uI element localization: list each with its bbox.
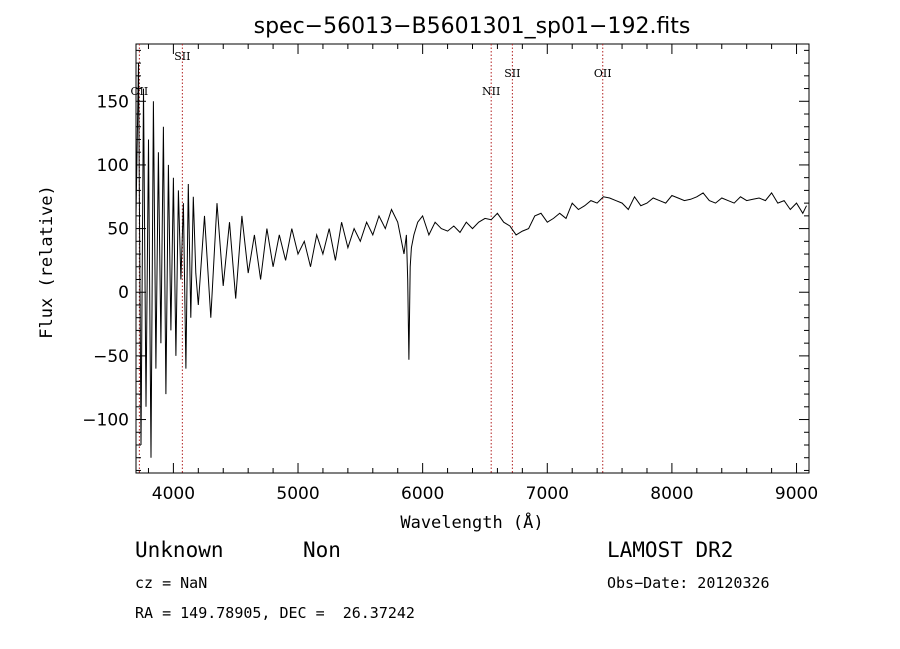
- x-axis-label: Wavelength (Å): [400, 511, 543, 533]
- axes: 4000 5000 6000 7000 8000 9000 −100 −50 0 50 100 150: [82, 44, 818, 504]
- emission-line-label: SII: [504, 67, 520, 80]
- y-axis-label: Flux (relative): [37, 185, 57, 339]
- plot-border: [135, 43, 810, 474]
- emission-line-label: OII: [131, 85, 149, 98]
- obs-date-text: Obs−Date: 20120326: [607, 574, 770, 592]
- x-tick-label: 9000: [775, 484, 818, 504]
- y-tick-label: 150: [97, 92, 129, 112]
- chart-title: spec−56013−B5601301_sp01−192.fits: [254, 14, 691, 39]
- object-class: Unknown: [135, 538, 224, 562]
- y-tick-label: 50: [107, 220, 129, 240]
- plot-frame: [135, 43, 810, 474]
- survey-label: LAMOST DR2: [607, 538, 734, 562]
- spectrum-series: [135, 63, 807, 458]
- x-tick-label: 6000: [401, 484, 444, 504]
- y-tick-label: −100: [82, 411, 129, 431]
- emission-line-label: OII: [594, 67, 612, 80]
- spectrum-line: [135, 63, 807, 458]
- x-tick-label: 8000: [650, 484, 693, 504]
- y-tick-label: −50: [93, 347, 129, 367]
- emission-line-markers: OII SII NII SII OII: [131, 44, 612, 473]
- object-subclass: Non: [303, 538, 341, 562]
- x-tick-label: 4000: [152, 484, 195, 504]
- redshift-text: cz = NaN: [135, 574, 208, 592]
- emission-line-label: NII: [482, 85, 500, 98]
- x-tick-label: 5000: [276, 484, 319, 504]
- y-tick-label: 100: [97, 156, 129, 176]
- emission-line-label: SII: [174, 50, 190, 63]
- x-tick-label: 7000: [526, 484, 569, 504]
- coordinates-text: RA = 149.78905, DEC = 26.37242: [135, 604, 415, 622]
- y-tick-label: 0: [118, 283, 129, 303]
